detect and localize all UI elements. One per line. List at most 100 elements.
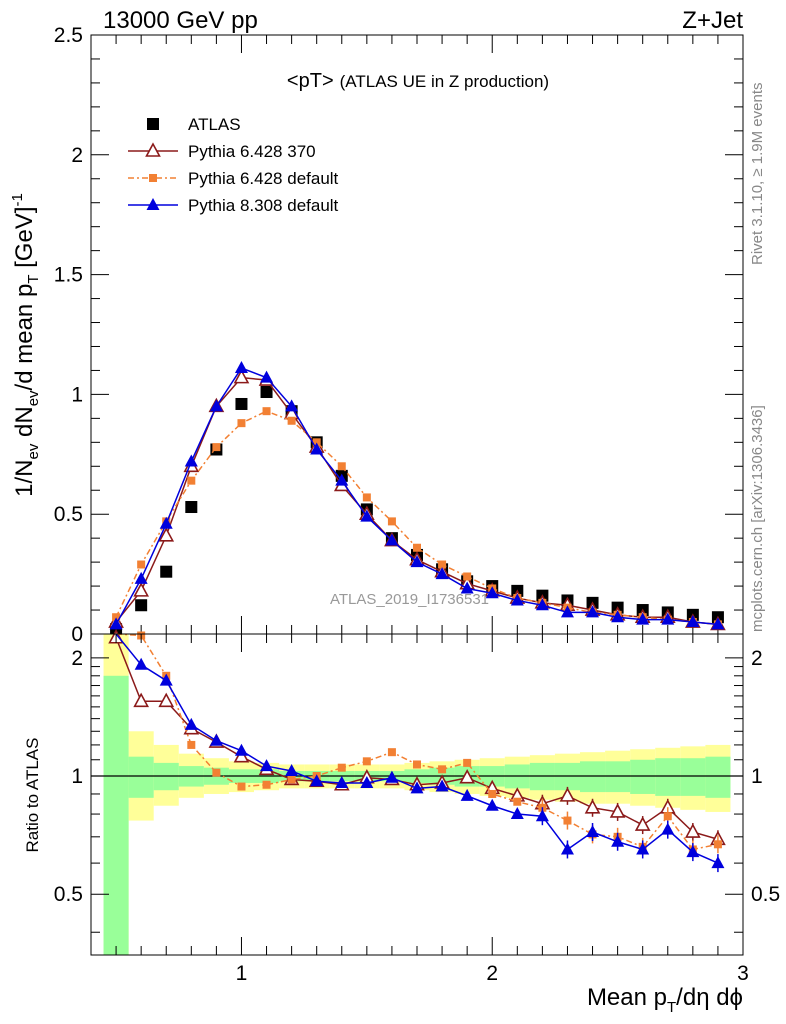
ratio-data-point bbox=[438, 765, 447, 774]
ratio-data-point bbox=[560, 842, 574, 855]
ratio-data-point bbox=[387, 748, 396, 757]
series-line bbox=[115, 376, 718, 626]
data-point bbox=[360, 509, 374, 522]
ratio-data-point bbox=[563, 816, 572, 825]
data-point bbox=[159, 516, 173, 529]
data-point bbox=[262, 407, 271, 416]
data-point bbox=[435, 567, 449, 580]
data-point bbox=[112, 613, 121, 622]
ratio-data-point bbox=[686, 845, 700, 858]
ratio-data-point bbox=[435, 779, 449, 792]
legend-item: ATLAS bbox=[147, 115, 241, 134]
uncertainty-band-inner bbox=[705, 756, 731, 798]
x-tick-label: 3 bbox=[737, 962, 749, 985]
ratio-data-point bbox=[513, 797, 522, 806]
y-tick-label: 0.5 bbox=[54, 503, 83, 526]
data-point bbox=[535, 598, 549, 611]
data-point bbox=[711, 617, 725, 630]
data-point bbox=[287, 416, 296, 425]
ratio-series-pythia-6-428-370 bbox=[108, 629, 726, 849]
ratio-data-point bbox=[609, 803, 626, 818]
ratio-data-point bbox=[159, 673, 173, 686]
y-tick-label: 2 bbox=[71, 144, 83, 167]
legend-label: Pythia 6.428 default bbox=[188, 169, 339, 188]
ratio-series-line bbox=[115, 637, 719, 840]
ratio-data-point bbox=[459, 769, 475, 784]
x-axis-title: Mean pT/dη dϕ bbox=[587, 984, 743, 1016]
data-point bbox=[560, 605, 574, 618]
ratio-data-point bbox=[711, 856, 725, 869]
rivet-version-label: Rivet 3.1.10, ≥ 1.9M events bbox=[749, 83, 766, 266]
data-point bbox=[237, 419, 246, 428]
uncertainty-band-inner bbox=[655, 758, 681, 796]
data-point bbox=[187, 476, 196, 485]
ratio-data-point bbox=[337, 763, 346, 772]
ratio-data-point bbox=[134, 657, 148, 670]
ratio-data-point bbox=[362, 757, 371, 766]
data-point bbox=[134, 571, 148, 584]
ratio-series-pythia-6-428-default bbox=[116, 631, 722, 859]
ratio-data-point bbox=[209, 733, 223, 746]
data-point bbox=[586, 605, 600, 618]
ratio-data-point bbox=[713, 840, 722, 849]
uncertainty-band-inner bbox=[605, 761, 631, 793]
ratio-data-point bbox=[586, 825, 600, 838]
ratio-data-point bbox=[485, 798, 499, 811]
ratio-data-point bbox=[535, 809, 549, 822]
data-point bbox=[260, 370, 274, 383]
y-tick-label: 2.5 bbox=[54, 24, 83, 47]
data-point bbox=[234, 361, 248, 374]
plot-title-main: <pT> bbox=[287, 70, 334, 92]
legend-item: Pythia 8.308 default bbox=[128, 196, 339, 215]
legend-marker bbox=[145, 142, 161, 157]
ratio-data-point bbox=[310, 774, 324, 787]
ratio-data-point bbox=[385, 770, 399, 783]
uncertainty-band-inner bbox=[128, 756, 154, 798]
y-tick-label: 0 bbox=[71, 623, 83, 646]
ratio-data-point bbox=[634, 816, 651, 831]
ratio-data-point bbox=[262, 780, 271, 789]
ratio-data-point bbox=[663, 812, 672, 821]
ratio-data-point bbox=[133, 692, 149, 708]
legend-item: Pythia 6.428 default bbox=[128, 169, 339, 188]
y-tick-label: 1.5 bbox=[54, 264, 83, 287]
data-point bbox=[209, 399, 223, 412]
uncertainty-band-inner bbox=[630, 759, 656, 794]
ratio-data-point bbox=[260, 759, 274, 772]
data-point bbox=[661, 612, 675, 625]
ratio-data-point bbox=[158, 692, 175, 708]
ratio-y-tick-label-right: 1 bbox=[751, 765, 763, 788]
ratio-data-point bbox=[234, 743, 248, 756]
ratio-data-point bbox=[460, 788, 474, 801]
ratio-data-point bbox=[212, 768, 221, 777]
data-point bbox=[312, 438, 321, 447]
ratio-data-point bbox=[287, 775, 296, 784]
data-point bbox=[463, 572, 472, 581]
ratio-data-point bbox=[360, 775, 374, 788]
data-point bbox=[438, 560, 447, 569]
uncertainty-band-inner bbox=[580, 761, 606, 793]
data-point bbox=[158, 527, 175, 542]
main-y-axis-title: 1/Nev dNev/d mean pT [GeV]-1 bbox=[9, 193, 42, 497]
ratio-data-point bbox=[285, 763, 299, 776]
x-tick-label: 2 bbox=[486, 962, 498, 985]
data-point bbox=[460, 581, 474, 594]
ratio-data-point bbox=[559, 787, 576, 802]
data-point bbox=[387, 517, 396, 526]
data-point bbox=[337, 462, 346, 471]
ratio-data-point bbox=[410, 781, 424, 794]
series-line bbox=[115, 367, 718, 626]
ratio-y-tick-label-right: 2 bbox=[751, 647, 763, 670]
series-pythia-8-308-default bbox=[109, 361, 725, 630]
main-plot-panel: 0 0.5 1 1.5 2 2.5 ATLAS Pythia 6.428 370 Pythia … bbox=[54, 24, 744, 646]
legend: ATLAS Pythia 6.428 370 Pythia 6.428 defaul… bbox=[128, 115, 339, 215]
plot-title-sub: (ATLAS UE in Z production) bbox=[340, 72, 549, 91]
data-point bbox=[413, 543, 421, 552]
data-point bbox=[310, 442, 324, 455]
ratio-data-point bbox=[636, 842, 650, 855]
legend-label: Pythia 8.308 default bbox=[188, 196, 339, 215]
data-point bbox=[510, 593, 524, 606]
data-point bbox=[260, 386, 273, 399]
data-point bbox=[385, 533, 399, 546]
ratio-data-point bbox=[584, 799, 601, 814]
